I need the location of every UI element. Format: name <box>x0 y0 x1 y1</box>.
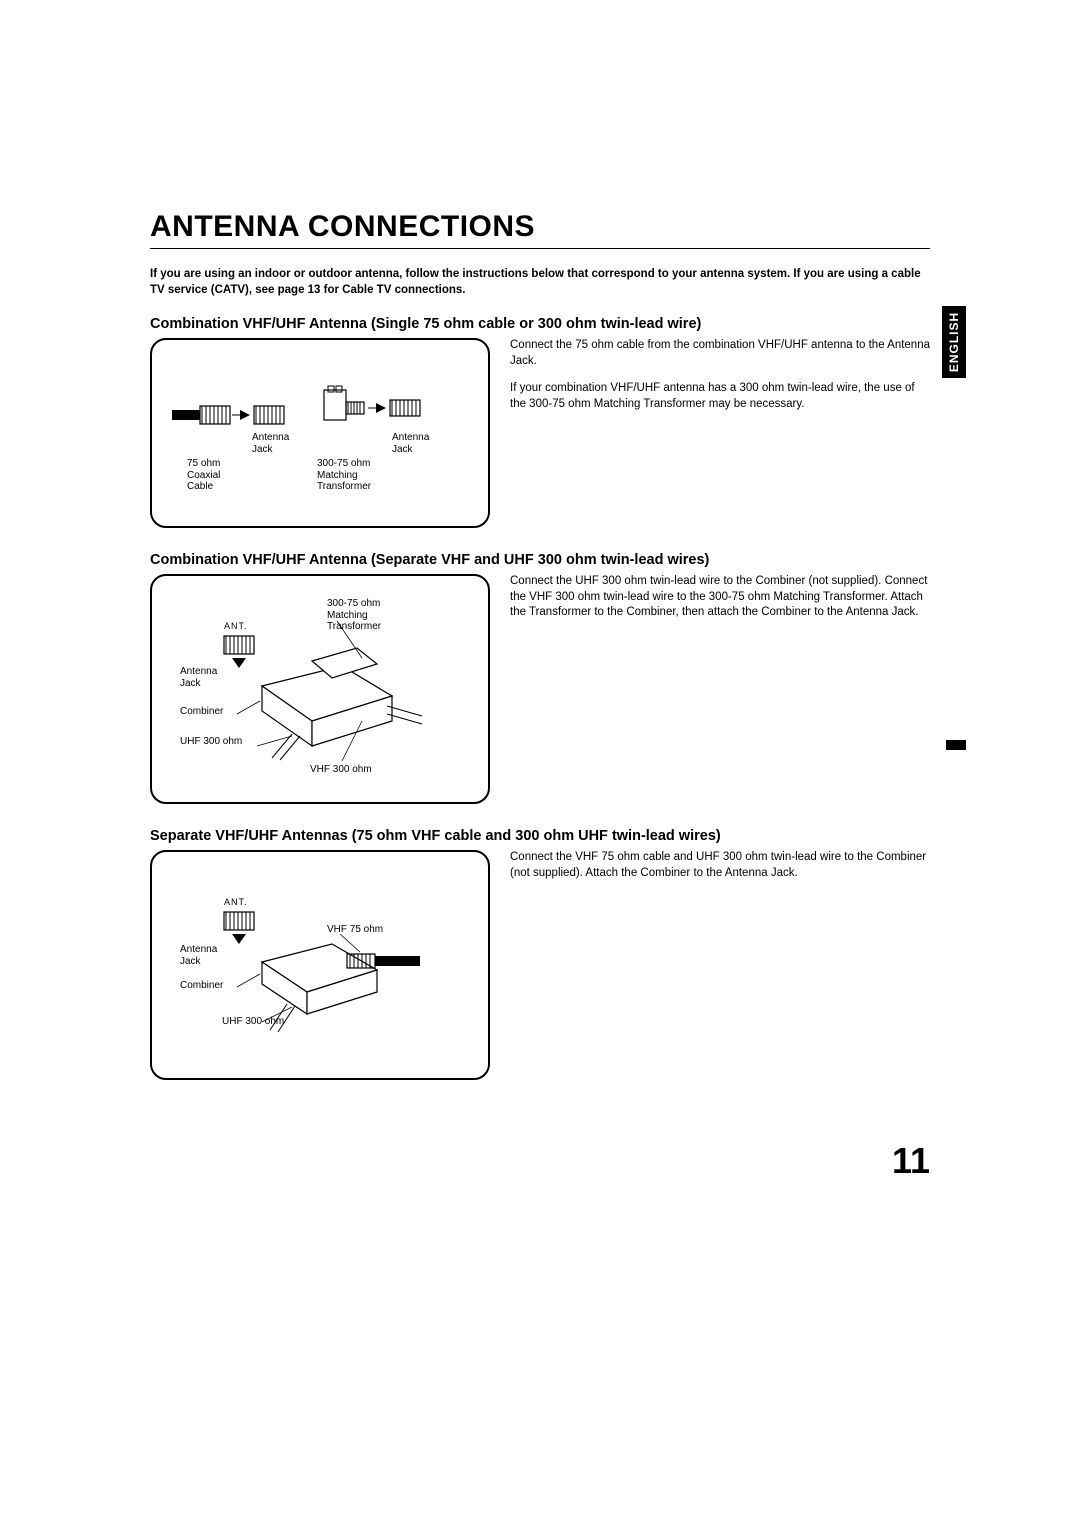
diagram-box-1: Antenna Jack Antenna Jack 75 ohm Coaxial… <box>150 338 490 528</box>
section3: ANT. Antenna Jack Combiner UHF 300 ohm V… <box>150 850 930 1080</box>
label-transformer: 300-75 ohm Matching Transformer <box>317 458 371 493</box>
section2-heading: Combination VHF/UHF Antenna (Separate VH… <box>150 552 930 568</box>
section1-text: Connect the 75 ohm cable from the combin… <box>510 338 930 424</box>
section2-text: Connect the UHF 300 ohm twin-lead wire t… <box>510 574 930 633</box>
page-number: 11 <box>892 1140 930 1182</box>
label-antenna-jack-a: Antenna Jack <box>252 432 289 455</box>
label-uhf-3: UHF 300 ohm <box>222 1016 284 1028</box>
language-tab: ENGLISH <box>942 306 966 378</box>
label-transformer-2: 300-75 ohm Matching Transformer <box>327 598 381 633</box>
section3-heading: Separate VHF/UHF Antennas (75 ohm VHF ca… <box>150 828 930 844</box>
combiner-diagram2-icon <box>162 862 482 1072</box>
intro-text: If you are using an indoor or outdoor an… <box>150 267 930 298</box>
label-ant-3: ANT. <box>224 897 248 907</box>
label-antenna-jack-2: Antenna Jack <box>180 666 217 689</box>
label-coax: 75 ohm Coaxial Cable <box>187 458 220 493</box>
label-vhf-3: VHF 75 ohm <box>327 924 383 936</box>
label-vhf-2: VHF 300 ohm <box>310 764 372 776</box>
language-label: ENGLISH <box>947 312 961 372</box>
label-combiner-2: Combiner <box>180 706 223 718</box>
page-title: ANTENNA CONNECTIONS <box>150 210 930 244</box>
section3-text: Connect the VHF 75 ohm cable and UHF 300… <box>510 850 930 893</box>
label-uhf-2: UHF 300 ohm <box>180 736 242 748</box>
label-combiner-3: Combiner <box>180 980 223 992</box>
label-antenna-jack-3: Antenna Jack <box>180 944 217 967</box>
page-content: ANTENNA CONNECTIONS If you are using an … <box>150 210 930 1104</box>
section1: Antenna Jack Antenna Jack 75 ohm Coaxial… <box>150 338 930 528</box>
section1-heading: Combination VHF/UHF Antenna (Single 75 o… <box>150 316 930 332</box>
label-antenna-jack-b: Antenna Jack <box>392 432 429 455</box>
section1-para1: Connect the 75 ohm cable from the combin… <box>510 338 930 369</box>
section3-para1: Connect the VHF 75 ohm cable and UHF 300… <box>510 850 930 881</box>
label-ant-2: ANT. <box>224 621 248 631</box>
section2: ANT. Antenna Jack Combiner UHF 300 ohm V… <box>150 574 930 804</box>
diagram-box-3: ANT. Antenna Jack Combiner UHF 300 ohm V… <box>150 850 490 1080</box>
side-marker <box>946 740 966 750</box>
section1-para2: If your combination VHF/UHF antenna has … <box>510 381 930 412</box>
section2-para1: Connect the UHF 300 ohm twin-lead wire t… <box>510 574 930 621</box>
diagram-box-2: ANT. Antenna Jack Combiner UHF 300 ohm V… <box>150 574 490 804</box>
title-rule <box>150 248 930 249</box>
coax-connector-icon <box>172 392 322 442</box>
